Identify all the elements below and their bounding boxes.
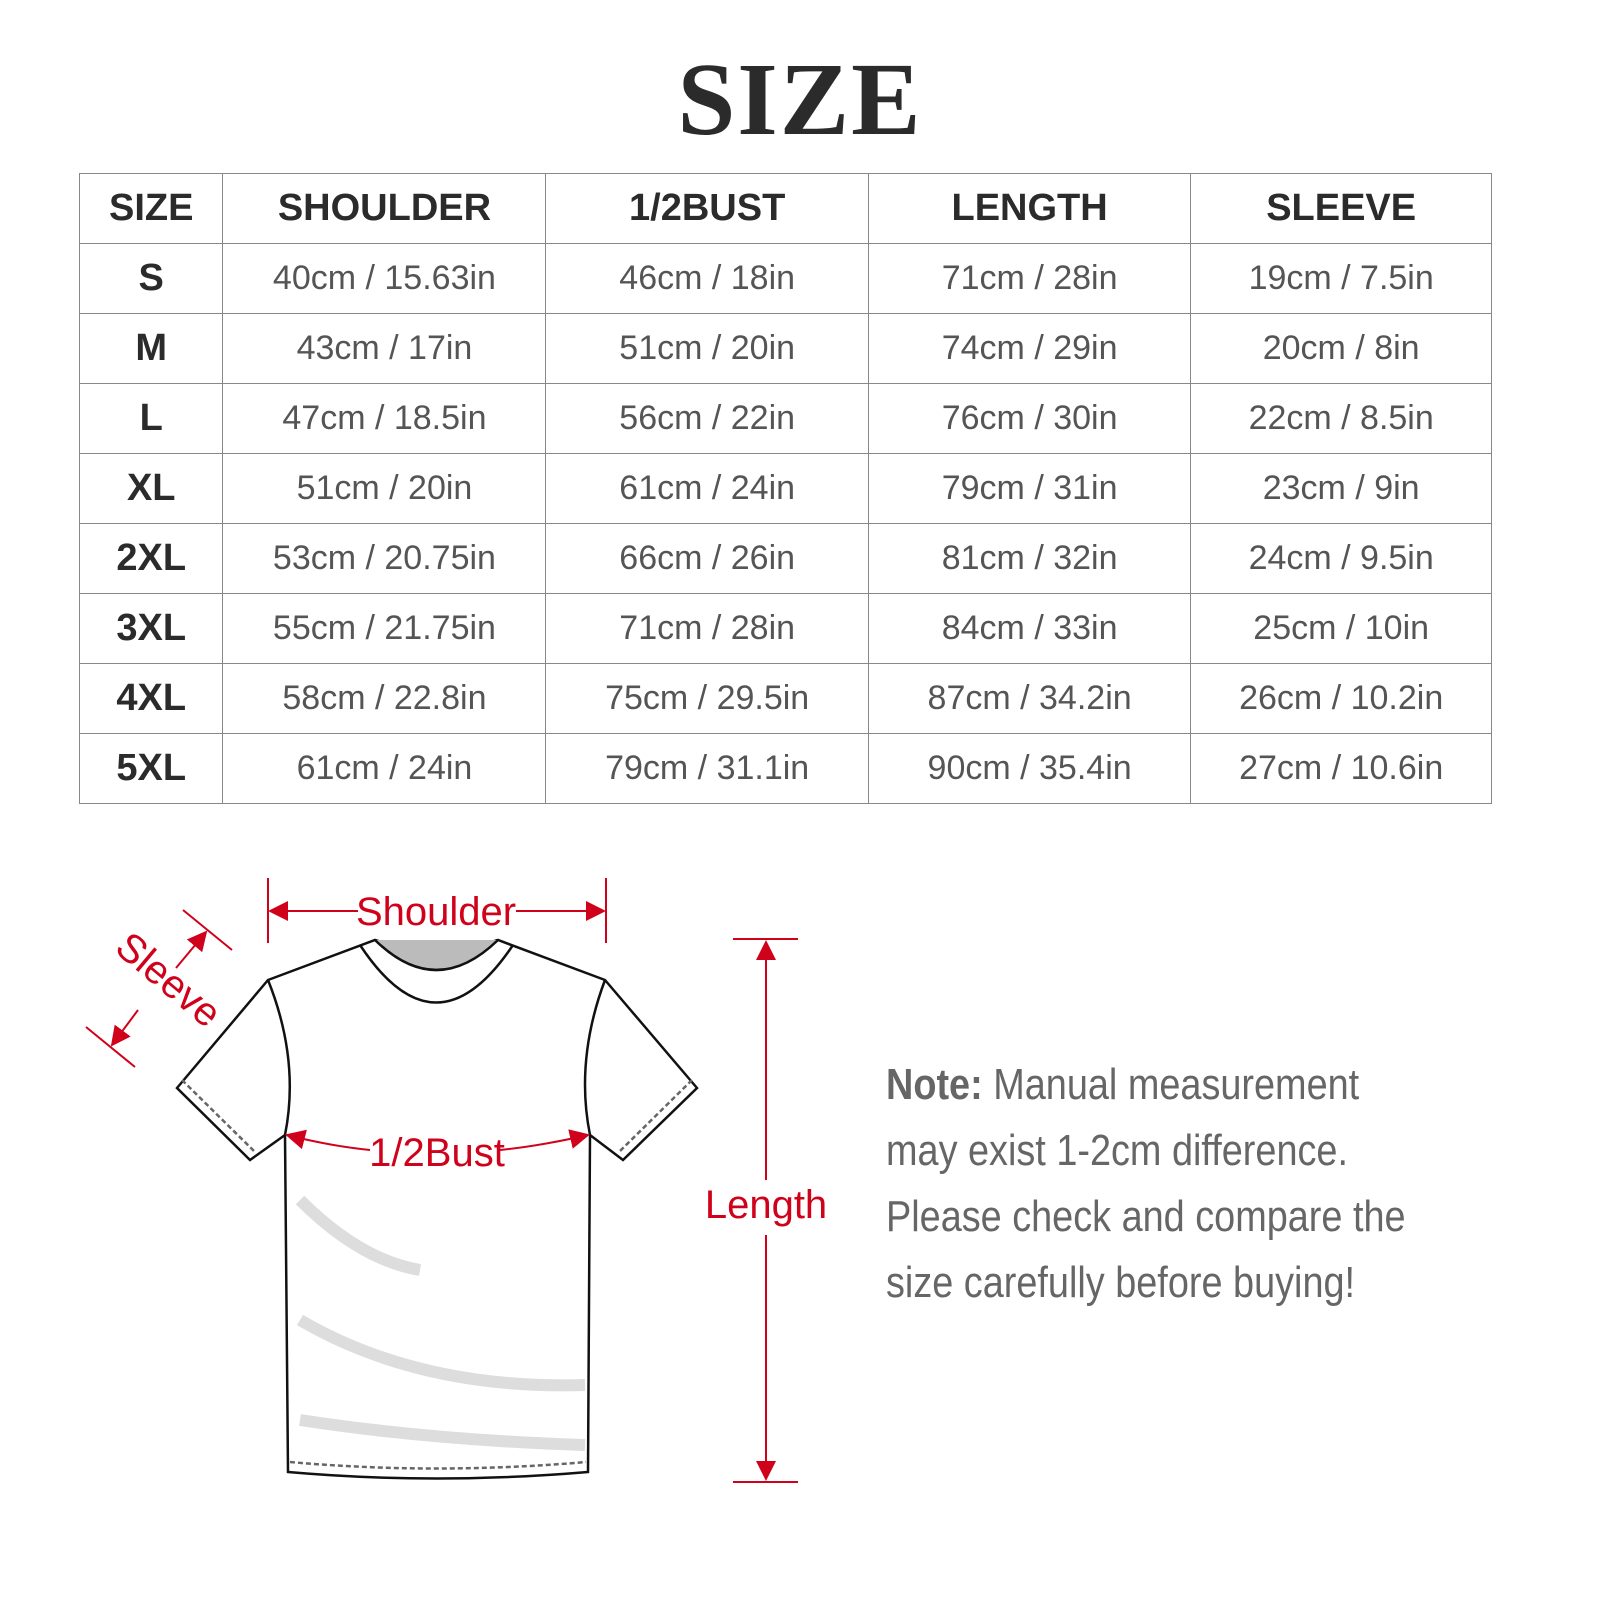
measurement-cell: 27cm / 10.6in	[1190, 733, 1492, 804]
note-label: Note:	[886, 1060, 983, 1109]
table-row: 2XL 53cm / 20.75in 66cm / 26in 81cm / 32in 2…	[78, 523, 1492, 594]
table-row: 4XL 58cm / 22.8in 75cm / 29.5in 87cm / 34.2…	[78, 663, 1492, 734]
measurement-cell: 75cm / 29.5in	[545, 663, 869, 734]
measurement-cell: 87cm / 34.2in	[867, 663, 1192, 734]
measurement-cell: 55cm / 21.75in	[222, 593, 547, 664]
note-text: Note: Manual measurement may exist 1-2cm…	[886, 1052, 1436, 1316]
measure-lines	[85, 878, 798, 1483]
measurement-cell: 56cm / 22in	[545, 383, 869, 454]
measurement-cell: 26cm / 10.2in	[1190, 663, 1492, 734]
measurement-cell: 66cm / 26in	[545, 523, 869, 594]
table-header-row: SIZE SHOULDER 1/2BUST LENGTH SLEEVE	[78, 173, 1492, 244]
measurement-cell: 53cm / 20.75in	[222, 523, 547, 594]
column-header: SIZE	[78, 173, 224, 244]
sleeve-label: Sleeve	[107, 924, 229, 1036]
measurement-cell: 79cm / 31in	[867, 453, 1192, 524]
size-cell: XL	[78, 453, 224, 524]
measurement-cell: 84cm / 33in	[867, 593, 1192, 664]
size-cell: 4XL	[78, 663, 224, 734]
measurement-cell: 51cm / 20in	[545, 313, 869, 384]
measurement-cell: 40cm / 15.63in	[222, 243, 547, 314]
measurement-cell: 74cm / 29in	[867, 313, 1192, 384]
table-row: M 43cm / 17in 51cm / 20in 74cm / 29in 20cm /…	[78, 313, 1492, 384]
measurement-cell: 19cm / 7.5in	[1190, 243, 1492, 314]
table-row: S 40cm / 15.63in 46cm / 18in 71cm / 28in 19c…	[78, 243, 1492, 314]
bust-label: 1/2Bust	[369, 1131, 505, 1175]
measurement-cell: 51cm / 20in	[222, 453, 547, 524]
table-row: 3XL 55cm / 21.75in 71cm / 28in 84cm / 33in 2…	[78, 593, 1492, 664]
measurement-cell: 20cm / 8in	[1190, 313, 1492, 384]
measurement-cell: 24cm / 9.5in	[1190, 523, 1492, 594]
note-body: Manual measurement may exist 1-2cm diffe…	[886, 1060, 1406, 1307]
size-cell: 5XL	[78, 733, 224, 804]
page-title: SIZE	[677, 42, 923, 157]
measurement-cell: 71cm / 28in	[545, 593, 869, 664]
measurement-cell: 25cm / 10in	[1190, 593, 1492, 664]
tshirt-illustration	[175, 938, 699, 1480]
size-cell: M	[78, 313, 224, 384]
table-row: 5XL 61cm / 24in 79cm / 31.1in 90cm / 35.4in…	[78, 733, 1492, 804]
table-row: L 47cm / 18.5in 56cm / 22in 76cm / 30in 22cm…	[78, 383, 1492, 454]
column-header: SLEEVE	[1190, 173, 1492, 244]
measurement-cell: 46cm / 18in	[545, 243, 869, 314]
measurement-cell: 81cm / 32in	[867, 523, 1192, 594]
length-label: Length	[705, 1183, 827, 1227]
shoulder-label: Shoulder	[356, 890, 516, 934]
measurement-cell: 43cm / 17in	[222, 313, 547, 384]
table-row: XL 51cm / 20in 61cm / 24in 79cm / 31in 23cm …	[78, 453, 1492, 524]
size-cell: 3XL	[78, 593, 224, 664]
measurement-cell: 90cm / 35.4in	[867, 733, 1192, 804]
measurement-cell: 23cm / 9in	[1190, 453, 1492, 524]
measurement-cell: 76cm / 30in	[867, 383, 1192, 454]
measurement-cell: 22cm / 8.5in	[1190, 383, 1492, 454]
measurement-cell: 58cm / 22.8in	[222, 663, 547, 734]
measurement-cell: 71cm / 28in	[867, 243, 1192, 314]
measurement-cell: 61cm / 24in	[545, 453, 869, 524]
column-header: LENGTH	[867, 173, 1192, 244]
size-cell: L	[78, 383, 224, 454]
size-cell: S	[78, 243, 224, 314]
measurement-cell: 79cm / 31.1in	[545, 733, 869, 804]
size-table: SIZE SHOULDER 1/2BUST LENGTH SLEEVE S 40cm / …	[78, 173, 1492, 804]
measurement-cell: 61cm / 24in	[222, 733, 547, 804]
column-header: 1/2BUST	[545, 173, 869, 244]
